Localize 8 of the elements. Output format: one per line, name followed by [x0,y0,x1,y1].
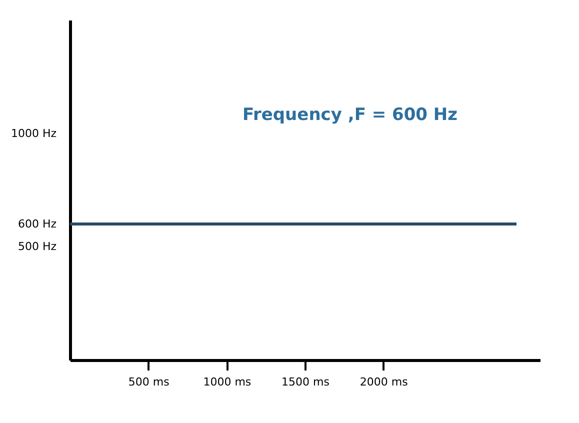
x-tick-label: 500 ms [128,376,170,388]
y-tick-label: 500 Hz [18,240,57,254]
annotation: Frequency ,F = 600 Hz [242,105,458,125]
x-tick-label: 1500 ms [282,376,330,388]
x-tick-label: 2000 ms [360,376,408,388]
y-tick-label: 600 Hz [18,218,57,230]
x-tick-label: 1000 ms [203,376,252,388]
y-tick-label: 1000 Hz [10,126,57,140]
